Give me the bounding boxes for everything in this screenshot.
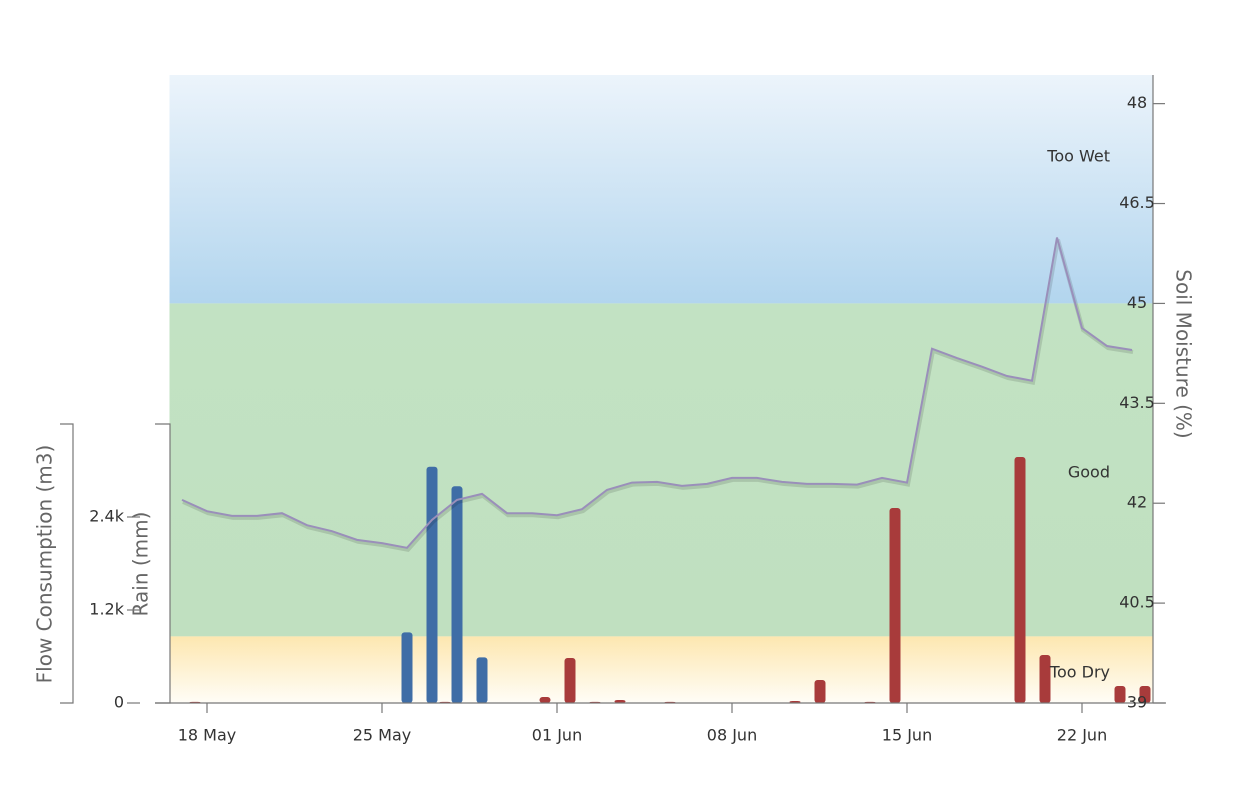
bands [169, 75, 1153, 703]
rain-axis [155, 423, 171, 704]
band [169, 636, 1153, 703]
y-tick-label: 2.4k [89, 507, 124, 526]
bar [426, 466, 438, 703]
bar [614, 699, 626, 703]
x-tick-label: 08 Jun [707, 726, 757, 745]
y2-tick-label: 46.5 [1119, 193, 1155, 212]
bar [476, 657, 488, 703]
bar [451, 486, 463, 703]
bar [1114, 686, 1126, 703]
line [181, 237, 1133, 549]
rain-axis-title: Rain (mm) [129, 512, 153, 617]
x-tick-label: 01 Jun [532, 726, 582, 745]
band-label: Too Wet [1046, 147, 1110, 166]
y2-tick-label: 43.5 [1119, 393, 1155, 412]
y2-tick-label: 48 [1127, 93, 1147, 112]
moisture-axis-title: Soil Moisture (%) [1172, 269, 1196, 438]
x-tick-label: 22 Jun [1057, 726, 1107, 745]
flow-axis-title: Flow Consumption (m3) [33, 445, 57, 684]
bar [1139, 686, 1151, 703]
y2-tick-label: 40.5 [1119, 593, 1155, 612]
y2-tick-label: 39 [1127, 693, 1147, 712]
y2-tick-label: 42 [1127, 493, 1147, 512]
bar [401, 632, 413, 703]
band [169, 303, 1153, 637]
bar [564, 658, 576, 703]
flow-axis [60, 423, 74, 704]
band-label: Good [1068, 463, 1110, 482]
y2-tick-label: 45 [1127, 293, 1147, 312]
band [169, 75, 1153, 304]
x-tick-label: 25 May [353, 726, 412, 745]
marks [181, 237, 1151, 703]
band-label: Too Dry [1049, 663, 1110, 682]
x-tick-label: 15 Jun [882, 726, 932, 745]
bar [539, 697, 551, 703]
line-shadow [182, 238, 1134, 553]
bar [889, 508, 901, 703]
y-tick-label: 0 [114, 693, 124, 712]
bar [1014, 457, 1026, 703]
bar [814, 679, 826, 703]
y-tick-label: 1.2k [89, 600, 124, 619]
x-tick-label: 18 May [178, 726, 237, 745]
bar [1039, 655, 1051, 703]
